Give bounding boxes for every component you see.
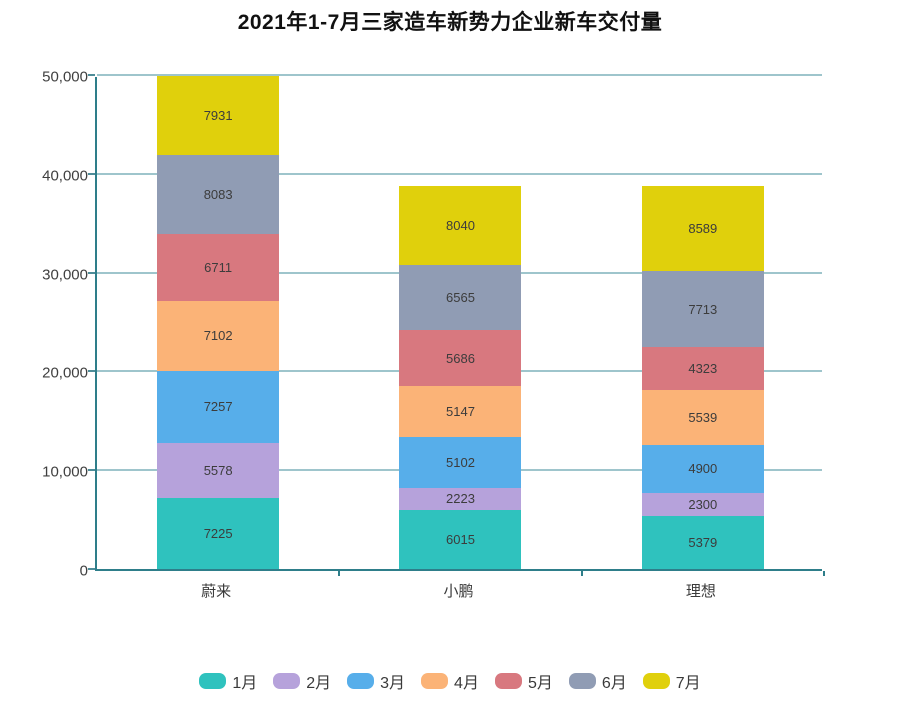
bar-segment-6月[interactable]: 6565: [399, 265, 522, 331]
bar-segment-4月[interactable]: 7102: [157, 300, 280, 371]
bar-segment-2月[interactable]: 2300: [641, 493, 764, 516]
y-axis-label: 10,000: [42, 463, 88, 481]
stacked-bar-小鹏: 6015 2223 5102 5147 5686 6565 8040: [399, 185, 522, 569]
stacked-bar-理想: 5379 2300 4900 5539 4323 7713 8589: [641, 186, 764, 569]
segment-value-label: 5379: [688, 534, 718, 550]
bar-segment-5月[interactable]: 4323: [641, 347, 764, 391]
y-axis-tick: [88, 172, 95, 175]
category-band: 5379 2300 4900 5539 4323 7713 8589: [582, 77, 824, 569]
legend-item-6月[interactable]: 6月: [568, 669, 627, 693]
bar-segment-4月[interactable]: 5147: [399, 386, 522, 438]
gridline: [97, 172, 822, 175]
x-axis-tick: [338, 571, 341, 576]
bar-segment-5月[interactable]: 6711: [157, 234, 280, 301]
segment-value-label: 7713: [688, 301, 718, 317]
bar-segment-2月[interactable]: 5578: [157, 442, 280, 498]
category-band: 7225 5578 7257 7102 6711 8083 7931: [97, 76, 339, 569]
legend-item-5月[interactable]: 5月: [494, 669, 553, 693]
segment-value-label: 5686: [446, 350, 475, 366]
legend-item-7月[interactable]: 7月: [642, 669, 701, 693]
legend-swatch-icon: [421, 673, 449, 689]
bar-segment-1月[interactable]: 6015: [399, 509, 522, 569]
bar-segment-4月[interactable]: 5539: [641, 390, 764, 445]
bar-segment-1月[interactable]: 5379: [641, 515, 764, 569]
plot-area: 7225 5578 7257 7102 6711 8083 7931 6015 2223 5102…: [88, 74, 825, 576]
gridline: [97, 74, 822, 76]
segment-value-label: 5578: [203, 462, 233, 478]
legend-label: 1月: [232, 675, 258, 692]
segment-value-label: 7931: [203, 107, 233, 123]
segment-value-label: 8083: [203, 186, 233, 202]
x-axis-tick: [823, 571, 825, 576]
x-axis-tick: [580, 571, 583, 576]
bar-segment-3月[interactable]: 5102: [399, 437, 522, 488]
y-axis-label: 30,000: [42, 266, 88, 284]
legend-item-1月[interactable]: 1月: [199, 669, 257, 693]
y-axis-label: 50,000: [42, 68, 88, 86]
category-band: 6015 2223 5102 5147 5686 6565 8040: [339, 77, 581, 569]
segment-value-label: 4900: [688, 461, 718, 477]
y-axis-tick: [88, 271, 95, 274]
bar-segment-3月[interactable]: 4900: [641, 444, 764, 494]
segment-value-label: 6711: [204, 260, 233, 276]
legend-label: 3月: [380, 675, 406, 692]
segment-value-label: 8040: [446, 218, 475, 234]
bar-segment-7月[interactable]: 7931: [157, 76, 280, 155]
x-axis-label-理想: 理想: [685, 583, 716, 600]
y-axis-tick: [88, 469, 95, 472]
y-axis-tick: [88, 568, 95, 570]
legend-item-3月[interactable]: 3月: [347, 669, 405, 693]
legend-swatch-icon: [494, 673, 522, 689]
y-axis-tick: [88, 74, 95, 76]
bar-segment-7月[interactable]: 8040: [399, 185, 522, 266]
legend-swatch-icon: [568, 673, 596, 689]
legend-label: 6月: [601, 675, 627, 692]
bar-segment-1月[interactable]: 7225: [157, 497, 280, 569]
segment-value-label: 8589: [688, 221, 718, 237]
chart-legend: 1月 2月 3月 4月 5月 6月 7月: [0, 669, 900, 693]
x-axis-label-蔚来: 蔚来: [201, 583, 232, 600]
legend-item-2月[interactable]: 2月: [273, 669, 331, 693]
legend-label: 4月: [454, 675, 479, 692]
segment-value-label: 6015: [446, 531, 475, 547]
y-axis-label: 40,000: [42, 167, 88, 185]
bar-segment-5月[interactable]: 5686: [399, 330, 522, 387]
y-axis-label: 20,000: [42, 364, 88, 382]
legend-swatch-icon: [347, 673, 375, 689]
segment-value-label: 5539: [688, 409, 718, 425]
x-axis-label-小鹏: 小鹏: [443, 583, 474, 600]
bar-segment-7月[interactable]: 8589: [641, 186, 764, 272]
bar-segment-3月[interactable]: 7257: [157, 370, 280, 443]
legend-item-4月[interactable]: 4月: [421, 669, 479, 693]
segment-value-label: 2300: [688, 497, 718, 512]
segment-value-label: 7257: [203, 399, 233, 415]
segment-value-label: 7225: [203, 525, 233, 541]
legend-label: 2月: [306, 675, 332, 692]
y-axis-label: 0: [79, 562, 88, 580]
segment-value-label: 4323: [688, 361, 718, 377]
segment-value-label: 7102: [203, 328, 233, 344]
bar-segment-2月[interactable]: 2223: [399, 487, 522, 510]
segment-value-label: 6565: [446, 290, 475, 306]
segment-value-label: 5102: [446, 454, 475, 470]
legend-swatch-icon: [642, 673, 670, 689]
legend-swatch-icon: [199, 673, 227, 689]
legend-label: 5月: [527, 675, 553, 692]
legend-label: 7月: [675, 675, 701, 692]
segment-value-label: 2223: [446, 491, 475, 507]
bar-segment-6月[interactable]: 8083: [157, 154, 280, 235]
segment-value-label: 5147: [446, 404, 475, 420]
chart-title: 2021年1-7月三家造车新势力企业新车交付量: [237, 11, 663, 34]
bar-segment-6月[interactable]: 7713: [641, 271, 764, 348]
y-axis-tick: [88, 370, 95, 373]
legend-swatch-icon: [273, 673, 301, 689]
stacked-bar-蔚来: 7225 5578 7257 7102 6711 8083 7931: [157, 76, 280, 569]
